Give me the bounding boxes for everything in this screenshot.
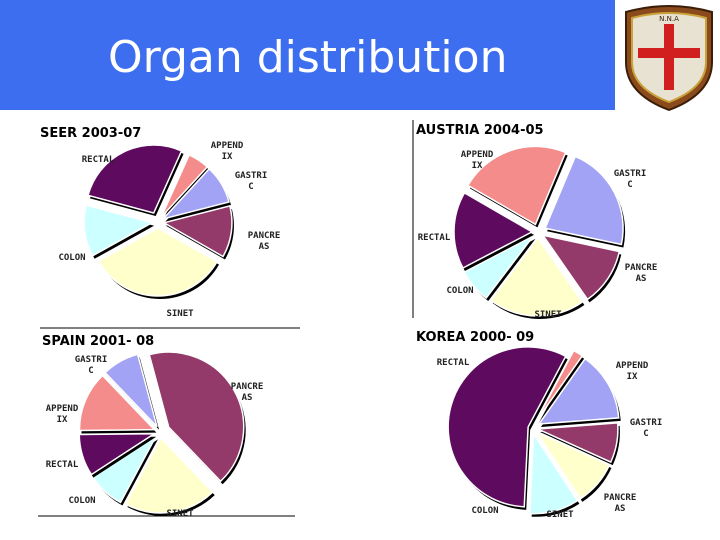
- pie-chart-korea-2000-09: KOREA 2000- 09 APPEND IX GASTRI C PANCRE AS SIN…: [416, 330, 662, 520]
- slice-label-rectal: RECTAL: [82, 155, 115, 165]
- slice-colon: [528, 431, 579, 515]
- slice-colon: [92, 435, 157, 504]
- slice-label-pancre-as: PANCRE AS: [248, 231, 281, 252]
- slice-gastri-c: [104, 353, 158, 428]
- slice-label-rectal: RECTAL: [46, 460, 79, 470]
- pie-chart-austria-2004-05: AUSTRIA 2004-05 APPEND IX GASTRI C PANCRE AS SI…: [412, 120, 658, 320]
- slice-label-colon: COLON: [446, 286, 473, 296]
- title-banner: [0, 0, 615, 110]
- slice-label-append-ix: APPEND IX: [211, 141, 244, 162]
- slice-gastri-c: [160, 167, 230, 221]
- slice-label-colon: COLON: [68, 496, 95, 506]
- slide-title: Organ distribution: [108, 32, 508, 83]
- slice-label-append-ix: APPEND IX: [616, 361, 649, 382]
- slice-label-append-ix: APPEND IX: [461, 150, 494, 171]
- slice-label-pancre-as: PANCRE AS: [604, 493, 637, 514]
- slice-label-gastri-c: GASTRI C: [630, 418, 663, 439]
- pie-chart-seer-2003-07: SEER 2003-07 RECTAL APPEND IX GASTRI C PANCRE A…: [40, 126, 300, 329]
- slice-sinet: [97, 227, 219, 297]
- slice-colon: [83, 204, 155, 257]
- slice-append-ix: [160, 153, 209, 218]
- slice-rectal: [453, 191, 534, 270]
- slice-label-sinet: SINET: [166, 509, 194, 519]
- chart-title: AUSTRIA 2004-05: [416, 123, 544, 138]
- chart-title: SEER 2003-07: [40, 126, 141, 141]
- banner-background: [0, 0, 615, 110]
- slice-colon: [463, 235, 535, 300]
- slice-rectal: [78, 432, 157, 476]
- slice-label-gastri-c: GASTRI C: [235, 171, 268, 192]
- slice-append-ix: [466, 145, 567, 226]
- slice-label-rectal: RECTAL: [437, 358, 470, 368]
- slice-pancre-as: [537, 422, 619, 464]
- slice-label-pancre-as: PANCRE AS: [625, 263, 658, 284]
- slice-label-sinet: SINET: [534, 310, 562, 320]
- slice-label-append-ix: APPEND IX: [46, 404, 79, 425]
- slice-gastri-c: [544, 155, 624, 246]
- slice-label-rectal: RECTAL: [418, 233, 451, 243]
- slice-append-ix: [535, 349, 584, 422]
- slice-pancre-as: [161, 204, 233, 258]
- slice-pancre-as: [541, 234, 621, 301]
- crest-lettering: N.N.A: [659, 15, 679, 23]
- slice-shadow-append-ix: [538, 353, 585, 425]
- slice-pancre-as: [148, 351, 245, 483]
- slice-gastri-c: [537, 357, 620, 425]
- slice-label-sinet: SINET: [546, 510, 574, 520]
- naval-crest-logo: N.N.A: [625, 5, 713, 112]
- slice-append-ix: [78, 374, 157, 432]
- slice-rectal: [447, 346, 567, 508]
- slice-label-colon: COLON: [58, 253, 85, 263]
- pie-chart-spain-2001-08: SPAIN 2001- 08 PANCRE AS SINET COLON RECTAL AP…: [38, 334, 295, 519]
- chart-title: SPAIN 2001- 08: [42, 334, 154, 349]
- slice-label-pancre-as: PANCRE AS: [231, 382, 264, 403]
- slice-sinet: [124, 436, 214, 514]
- slice-sinet: [489, 236, 584, 317]
- slice-label-colon: COLON: [471, 506, 498, 516]
- slice-label-gastri-c: GASTRI C: [614, 169, 647, 190]
- slice-label-sinet: SINET: [166, 309, 194, 319]
- slice-rectal: [87, 144, 183, 214]
- chart-title: KOREA 2000- 09: [416, 330, 534, 345]
- slice-label-gastri-c: GASTRI C: [75, 355, 108, 376]
- slice-sinet: [534, 430, 611, 500]
